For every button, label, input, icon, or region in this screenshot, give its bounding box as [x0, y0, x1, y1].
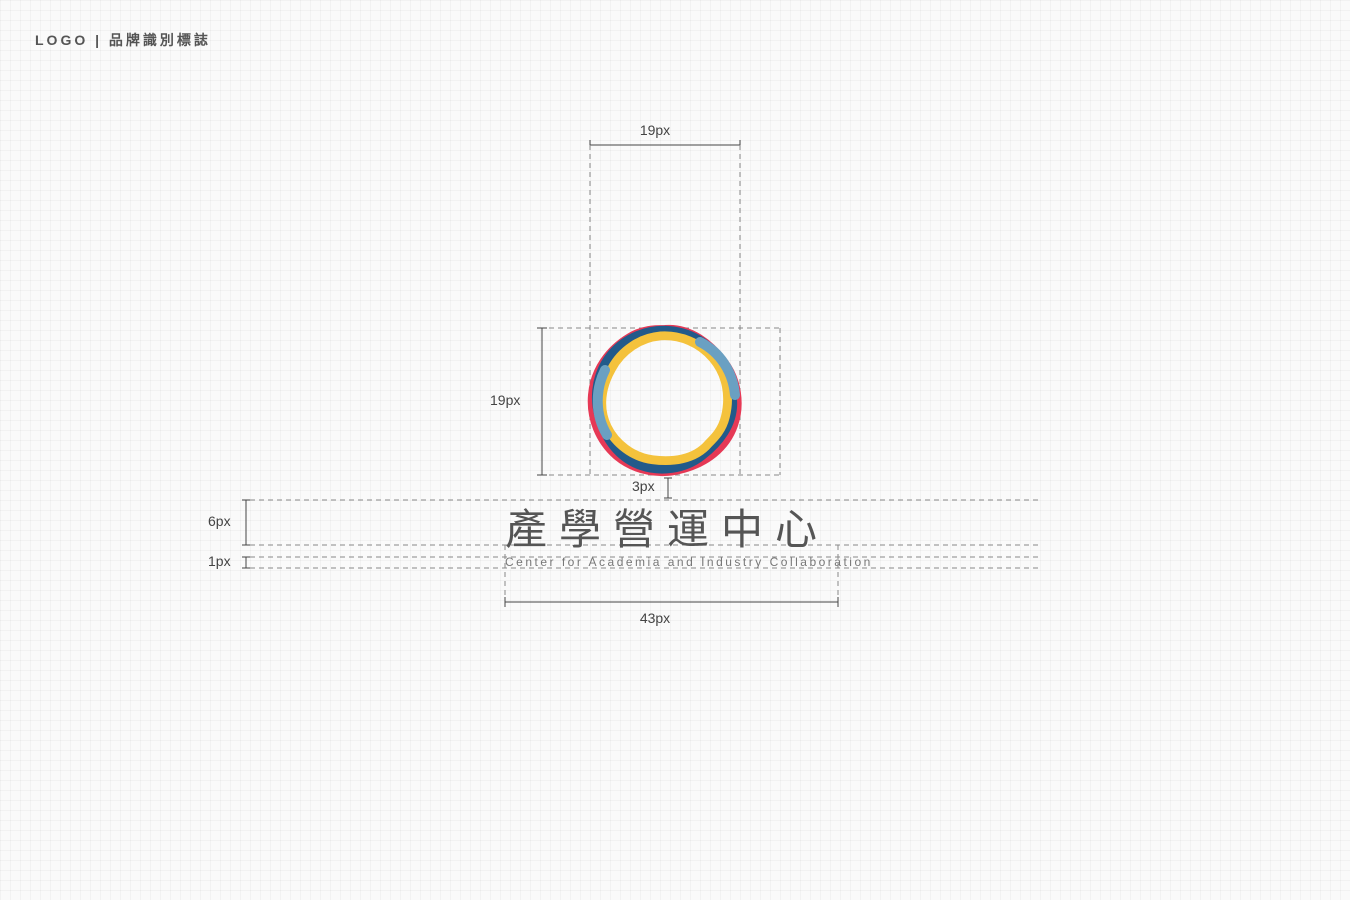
dim-total-width: 43px — [640, 610, 670, 626]
dim-en-height: 1px — [208, 553, 231, 569]
logo-spec-stage: 19px 19px 3px 6px 1px 43px 產學營運中心 Center… — [0, 0, 1350, 900]
logo-title-en: Center for Academia and Industry Collabo… — [505, 555, 873, 569]
logo-title-zh: 產學營運中心 — [505, 496, 829, 557]
dim-gap: 3px — [632, 478, 655, 494]
dim-zh-height: 6px — [208, 513, 231, 529]
logo-mark-icon — [0, 0, 1350, 900]
dim-top-width: 19px — [640, 122, 670, 138]
dim-mark-height: 19px — [490, 392, 520, 408]
